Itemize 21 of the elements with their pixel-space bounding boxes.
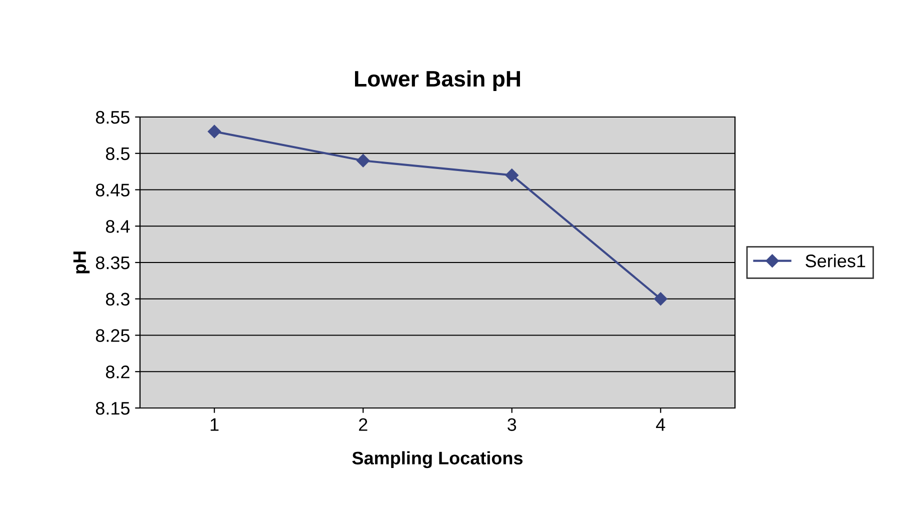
point [208,124,221,138]
legend-label: Series1 [806,254,866,268]
x-tick-label: 3 [508,418,516,431]
y-tick-label: 8.2 [106,366,130,378]
point [356,154,370,168]
y-tick-label: 8.15 [96,402,130,415]
y-tick-label: 8.25 [96,329,130,342]
y-tick-label: 8.4 [106,220,130,233]
y-tick-label: 8.35 [96,256,130,270]
y-axis-title: pH [73,252,90,274]
x-tick-label: 1 [210,418,219,431]
x-tick-label: 4 [656,418,666,431]
x-tick-label: 2 [359,418,368,431]
y-tick-label: 8.5 [106,147,130,160]
point [505,168,518,182]
y-tick-label: 8.45 [96,184,130,196]
x-axis-title: Sampling Locations [352,451,523,468]
chart-title: Lower Basin pH [355,70,520,92]
y-tick-label: 8.3 [106,292,130,306]
y-tick-label: 8.55 [96,110,130,124]
point [654,292,668,306]
